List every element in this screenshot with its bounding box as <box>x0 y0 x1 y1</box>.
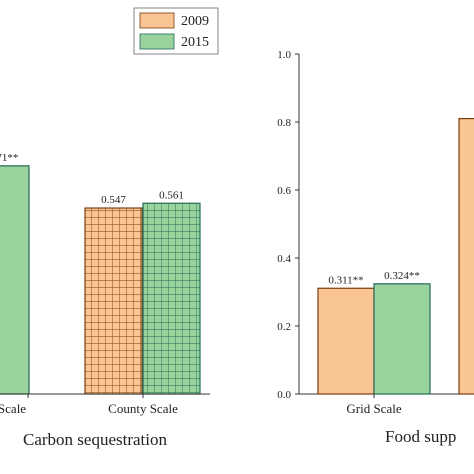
x-tick-label: Grid Scale <box>346 401 401 416</box>
right-panel-title: Food supp <box>385 427 456 446</box>
carbon-sequestration-panel: 0.671** 0.547 0.561 Scale County Scale Carb… <box>0 152 210 449</box>
y-tick-label: 0.0 <box>277 389 291 401</box>
bar-2015-grid-scale <box>373 283 431 395</box>
bar-2009-county-scale <box>84 207 143 395</box>
right-x-ticks: Grid Scale <box>346 394 402 416</box>
left-panel-title: Carbon sequestration <box>23 430 167 449</box>
y-tick-label: 1.0 <box>277 49 291 61</box>
left-x-ticks: Scale County Scale <box>0 394 178 416</box>
legend: 2009 2015 <box>133 7 219 55</box>
legend-swatch-2015 <box>139 33 175 50</box>
bar-2015-county-scale <box>142 202 201 395</box>
y-tick-label: 0.8 <box>277 117 291 129</box>
x-tick-label: County Scale <box>108 401 178 416</box>
data-label: 0.311** <box>328 274 363 286</box>
x-tick-label: Scale <box>0 401 26 416</box>
legend-label-2015: 2015 <box>181 35 209 50</box>
bar-2009-grid-scale <box>317 287 375 395</box>
y-tick-label: 0.4 <box>277 253 291 265</box>
legend-swatch-2009 <box>139 12 175 29</box>
data-label: 0.671** <box>0 152 18 164</box>
data-label: 0.324** <box>384 270 420 282</box>
bar-2015-scale <box>0 165 30 395</box>
left-bars: 0.671** 0.547 0.561 <box>0 152 201 395</box>
y-tick-label: 0.2 <box>277 321 291 333</box>
y-tick-label: 0.6 <box>277 185 291 197</box>
right-bars: 0.311**0.324**0 <box>317 117 474 395</box>
legend-label-2009: 2009 <box>181 14 209 29</box>
food-supply-panel: 0.00.20.40.60.81.0 0.311**0.324**0 Grid … <box>277 49 474 446</box>
right-y-ticks: 0.0 0.2 0.4 0.6 0.8 1.0 <box>277 49 299 401</box>
bar-2009-group-2 <box>458 117 474 395</box>
data-label: 0.561 <box>159 189 184 201</box>
data-label: 0.547 <box>101 194 126 206</box>
